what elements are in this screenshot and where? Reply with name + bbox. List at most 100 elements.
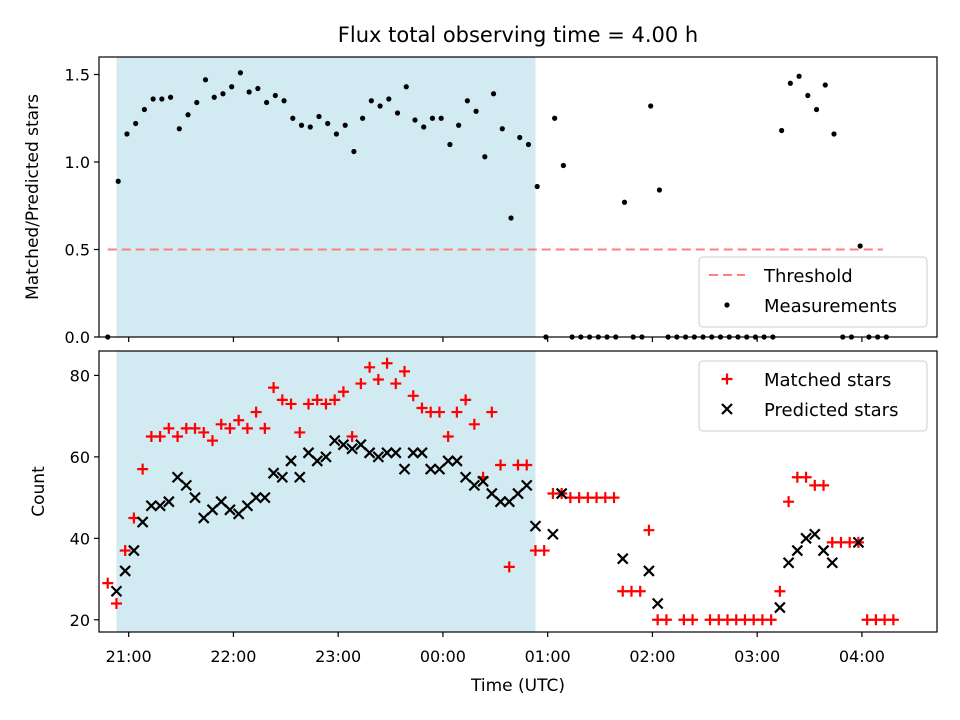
measurement-point	[333, 131, 340, 137]
x-tick-label: 03:00	[734, 647, 780, 666]
legend-box	[698, 360, 928, 432]
matched-star-point	[634, 585, 646, 597]
predicted-star-point	[136, 516, 149, 528]
predicted-star-point	[285, 455, 297, 467]
matched-star-point	[303, 398, 314, 410]
predicted-star-point	[817, 544, 830, 557]
observing-window-shade	[116, 351, 536, 632]
measurement-point	[298, 122, 305, 128]
y-tick-label: 80	[70, 366, 90, 385]
matched-star-point	[451, 406, 463, 418]
matched-star-point	[215, 418, 227, 430]
matched-star-point	[538, 545, 550, 557]
predicted-star-point	[529, 520, 542, 532]
predicted-star-point	[337, 438, 350, 451]
legend-matched-symbol	[721, 373, 733, 385]
matched-star-point	[399, 365, 411, 377]
predicted-star-point	[512, 487, 524, 500]
measurement-point	[429, 115, 436, 121]
matched-star-point	[460, 394, 472, 406]
measurement-point	[159, 96, 165, 102]
measurement-point	[307, 124, 313, 130]
measurement-point	[386, 96, 392, 102]
measurement-point	[290, 115, 296, 121]
matched-star-point	[337, 386, 349, 398]
predicted-star-point	[494, 495, 507, 508]
matched-star-point	[172, 431, 184, 443]
predicted-star-point	[616, 552, 629, 565]
predicted-star-point	[302, 447, 315, 459]
predicted-star-point	[189, 491, 201, 504]
predicted-star-point	[215, 495, 227, 508]
measurement-point	[499, 126, 505, 132]
matched-star-point	[329, 394, 341, 406]
matched-star-point	[381, 357, 393, 369]
matched-star-point	[495, 459, 507, 471]
matched-star-point	[687, 614, 699, 626]
matched-star-point	[442, 431, 454, 443]
predicted-star-point	[346, 442, 358, 455]
predicted-star-point	[809, 528, 821, 541]
predicted-star-point	[800, 532, 812, 545]
predicted-star-point	[145, 499, 158, 512]
measurement-point	[133, 120, 139, 127]
x-tick-label: 04:00	[839, 647, 885, 666]
predicted-star-point	[311, 455, 324, 467]
predicted-star-point	[782, 556, 795, 569]
matched-star-point	[364, 361, 376, 373]
predicted-star-point	[459, 471, 472, 484]
matched-star-point	[887, 614, 899, 626]
predicted-star-point	[381, 447, 393, 459]
chart-title: Flux total observing time = 4.00 h	[338, 23, 698, 47]
legend-predicted-symbol	[721, 403, 733, 415]
measurement-point	[621, 199, 628, 205]
measurement-point	[508, 215, 514, 221]
matched-star-point	[818, 479, 830, 491]
predicted-star-point	[259, 491, 271, 504]
legend-label: Threshold	[763, 266, 853, 287]
measurement-point	[456, 122, 462, 128]
predicted-star-point	[232, 508, 245, 520]
measurement-point	[360, 115, 366, 121]
matched-star-point	[774, 585, 786, 597]
measurement-point	[368, 98, 374, 104]
measurement-point	[255, 85, 261, 92]
measurement-point	[787, 80, 793, 86]
matched-star-point	[486, 406, 498, 418]
measurement-point	[534, 183, 540, 190]
y-tick-label: 40	[70, 529, 90, 548]
predicted-star-point	[355, 438, 367, 451]
measurement-point	[220, 91, 226, 97]
measurement-point	[176, 126, 182, 132]
predicted-star-point	[293, 471, 306, 484]
matched-star-point	[259, 422, 271, 434]
matched-star-point	[250, 406, 262, 418]
matched-star-point	[311, 394, 323, 406]
predicted-star-point	[119, 565, 131, 577]
top-panel: 0.0 0.5 1.0 1.5 Matched/Predicted stars Flux …	[23, 23, 938, 347]
legend-box	[698, 256, 928, 328]
predicted-star-point	[503, 495, 516, 508]
predicted-star-point	[451, 455, 463, 467]
y-tick-label: 60	[70, 448, 90, 467]
measurement-point	[648, 103, 654, 109]
predicted-star-point	[328, 434, 341, 447]
matched-star-point	[660, 614, 672, 626]
matched-star-point	[189, 422, 201, 434]
matched-star-point	[276, 394, 288, 406]
predicted-star-point	[826, 556, 839, 569]
y-tick-label: 1.0	[65, 153, 90, 172]
x-tick-label: 22:00	[210, 647, 256, 666]
predicted-star-point	[276, 471, 289, 484]
measurement-point	[342, 122, 348, 128]
matched-star-point	[224, 422, 236, 434]
matched-star-point	[407, 390, 419, 402]
measurement-point	[403, 84, 409, 90]
matched-star-point	[503, 561, 515, 573]
matched-star-point	[119, 545, 131, 557]
predicted-star-point	[180, 479, 193, 492]
measurement-point	[822, 82, 828, 88]
axes-frame	[98, 350, 938, 633]
predicted-star-point	[320, 451, 332, 463]
measurement-point	[115, 178, 121, 184]
